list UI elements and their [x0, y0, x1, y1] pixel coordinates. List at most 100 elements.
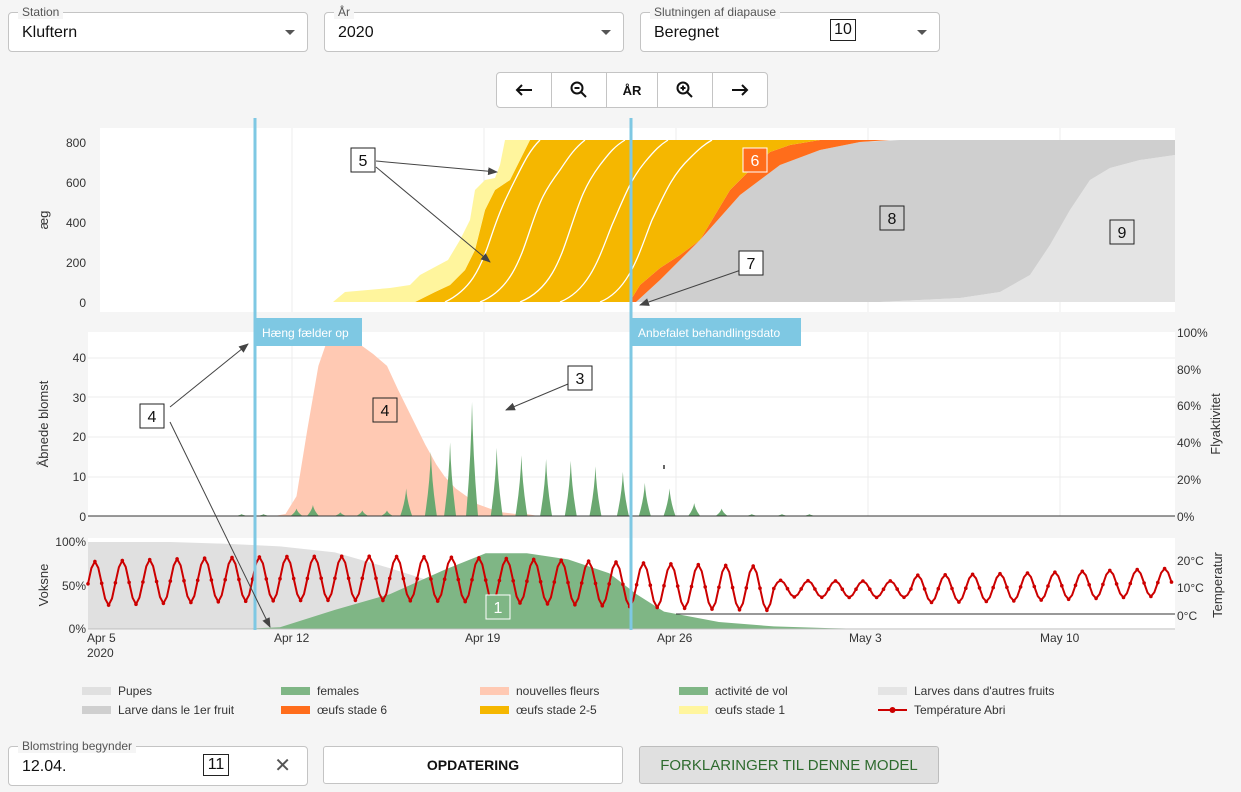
flight-activity-peak [540, 458, 553, 516]
legend-item[interactable]: Température Abri [878, 703, 1005, 717]
temperature-point [483, 578, 488, 582]
year-value: 2020 [338, 24, 374, 41]
temperature-point [1060, 583, 1064, 588]
temperature-point [333, 576, 337, 581]
next-button[interactable] [713, 73, 767, 107]
legend-item[interactable]: Larves dans d'autres fruits [878, 684, 1054, 698]
zoom-out-button[interactable] [552, 73, 607, 107]
legend-item[interactable]: œufs stade 6 [281, 703, 387, 717]
temperature-point [1128, 581, 1133, 586]
legend-item[interactable]: females [281, 684, 359, 698]
temperature-point [470, 578, 474, 582]
bloom-start-field[interactable]: Blomstring begynder 12.04. ✕ [8, 739, 308, 786]
temperature-point [401, 576, 406, 581]
temperature-point [559, 558, 563, 563]
egg-larvae-first-area [636, 140, 1175, 302]
temperature-point [778, 578, 783, 583]
temperature-point [545, 602, 550, 606]
temperature-point [737, 608, 742, 612]
egg-ytick: 800 [66, 136, 86, 150]
temperature-point [1005, 585, 1009, 590]
temperature-point [305, 576, 310, 581]
legend-swatch [480, 687, 509, 695]
flight-activity-peak [638, 482, 651, 516]
temperature-point [621, 582, 625, 587]
legend-item[interactable]: œufs stade 2-5 [480, 703, 597, 717]
station-select[interactable]: Station Kluftern [8, 5, 308, 52]
flight-ytick: 60% [1177, 399, 1201, 413]
close-icon[interactable]: ✕ [274, 755, 291, 777]
temperature-point [682, 606, 687, 611]
flight-activity-peak [400, 488, 413, 516]
year-select[interactable]: År 2020 [324, 5, 624, 52]
temperature-point [477, 556, 481, 560]
egg-ytick: 400 [66, 216, 86, 230]
temperature-point [751, 564, 755, 568]
temperature-point [257, 555, 262, 559]
temperature-point [243, 599, 248, 603]
temperature-point [147, 557, 152, 562]
chevron-down-icon [285, 30, 295, 35]
temperature-point [435, 599, 440, 603]
prev-button[interactable] [497, 73, 552, 107]
temperature-point [339, 554, 344, 559]
flower-ytick: 20 [73, 430, 87, 444]
phenology-chart: Hæng fælder op Anbefalet behandlingsdato… [36, 118, 1225, 660]
adult-ytick: 0% [69, 622, 87, 636]
temperature-point [813, 587, 817, 591]
flight-axis-label: Flyaktivitet [1208, 393, 1223, 455]
legend-label: Larve dans le 1er fruit [118, 703, 235, 717]
legend-item[interactable]: œufs stade 1 [679, 703, 785, 717]
temperature-point [264, 577, 269, 581]
zoom-out-icon [570, 81, 587, 98]
year-view-button[interactable]: ÅR [607, 73, 658, 107]
temperature-point [531, 557, 536, 562]
temperature-point [847, 595, 851, 600]
diapause-select[interactable]: Slutningen af diapause Beregnet [640, 5, 940, 52]
arrow-left-icon [515, 84, 532, 96]
temperature-point [874, 595, 879, 600]
temperature-point [799, 587, 803, 591]
temperature-point [1162, 566, 1167, 571]
legend-swatch [281, 687, 310, 695]
temperature-point [717, 585, 721, 590]
temperature-point [319, 576, 324, 581]
flight-activity-peak [466, 401, 479, 516]
temperature-point [881, 587, 886, 591]
xtick: Apr 5 [87, 631, 116, 645]
legend-label: œufs stade 2-5 [516, 703, 597, 717]
flight-activity-peak [380, 510, 393, 516]
temperature-point [909, 587, 913, 591]
diapause-label: Slutningen af diapause [650, 5, 781, 19]
temperature-point [374, 576, 378, 581]
zoom-in-button[interactable] [658, 73, 713, 107]
flower-ytick: 10 [73, 470, 87, 484]
temperature-point [93, 559, 97, 564]
temperature-point [134, 602, 138, 606]
temperature-point [326, 598, 330, 603]
legend-swatch [480, 706, 509, 714]
egg-stage2-5-area [415, 140, 820, 302]
temperature-point [394, 554, 399, 559]
egg-cohort-lines [444, 139, 713, 303]
temperature-point [1046, 584, 1050, 588]
update-button[interactable]: OPDATERING [323, 746, 623, 784]
temperature-point [552, 580, 557, 584]
callout-10: 10 [830, 19, 856, 41]
temperature-point [1053, 570, 1057, 574]
temperature-point [168, 579, 173, 583]
flight-activity-peak [515, 455, 528, 516]
temperature-point [312, 554, 317, 559]
flower-ytick: 30 [73, 391, 87, 405]
legend-item[interactable]: activité de vol [679, 684, 788, 698]
temperature-point [730, 585, 735, 590]
explanations-button[interactable]: FORKLARINGER TIL DENNE MODEL [639, 746, 939, 784]
temperature-point [861, 579, 865, 583]
temperature-point [161, 601, 166, 606]
legend-item[interactable]: Pupes [82, 684, 152, 698]
temperature-point [1135, 567, 1139, 572]
legend-item[interactable]: Larve dans le 1er fruit [82, 703, 234, 717]
legend-item[interactable]: nouvelles fleurs [480, 684, 599, 698]
temperature-point [175, 557, 179, 561]
callout-7: 7 [747, 256, 756, 273]
